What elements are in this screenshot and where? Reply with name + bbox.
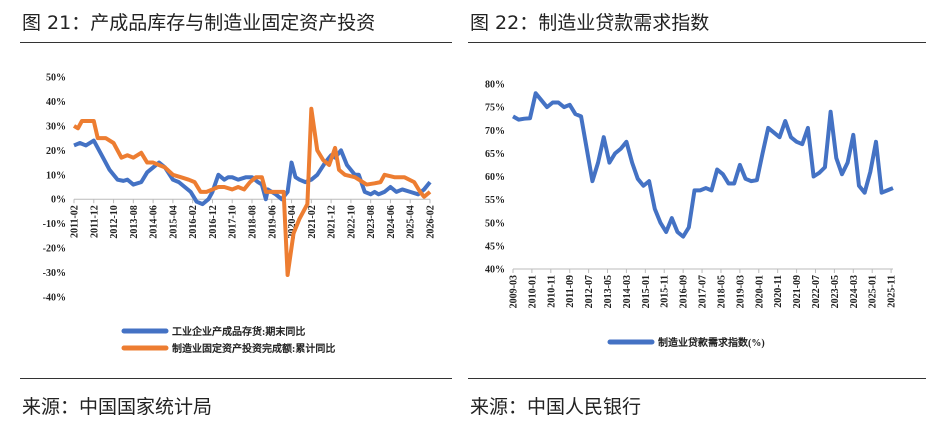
x-tick-label: 2021-09 (792, 275, 803, 308)
divider (20, 378, 452, 379)
x-tick-label: 2010-11 (546, 275, 557, 308)
x-tick-label: 2014-03 (622, 275, 633, 308)
x-tick-label: 2011-12 (89, 205, 100, 238)
x-tick-label: 2020-04 (287, 205, 298, 238)
x-tick-label: 2017-10 (228, 205, 239, 238)
x-tick-label: 2015-04 (168, 205, 179, 238)
x-tick-label: 2011-09 (565, 275, 576, 308)
x-tick-label: 2014-06 (149, 205, 160, 238)
y-tick-label: -20% (43, 244, 66, 255)
y-tick-label: 65% (485, 149, 505, 160)
x-tick-label: 2021-12 (327, 205, 338, 238)
x-tick-label: 2025-04 (406, 205, 417, 238)
series-line-0 (512, 91, 894, 239)
series-line-0 (73, 138, 432, 207)
x-tick-label: 2021-02 (307, 205, 318, 238)
y-tick-label: 40% (46, 97, 66, 108)
x-tick-label: 2023-08 (366, 205, 377, 238)
x-tick-label: 2019-03 (735, 275, 746, 308)
y-tick-label: 20% (46, 146, 66, 157)
x-tick-label: 2015-01 (641, 275, 652, 308)
x-tick-label: 2019-06 (267, 205, 278, 238)
x-tick-label: 2012-10 (109, 205, 120, 238)
x-tick-label: 2025-11 (887, 275, 898, 308)
x-tick-label: 2023-05 (830, 275, 841, 308)
y-tick-label: 50% (485, 218, 505, 229)
x-tick-label: 2022-07 (811, 275, 822, 308)
x-tick-label: 2009-03 (509, 275, 520, 308)
x-tick-label: 2010-01 (527, 275, 538, 308)
divider (468, 378, 926, 379)
y-tick-label: 60% (485, 172, 505, 183)
x-tick-label: 2026-02 (426, 205, 437, 238)
y-tick-label: 80% (485, 80, 505, 91)
x-tick-label: 2016-09 (679, 275, 690, 308)
y-tick-label: 50% (46, 73, 66, 84)
x-tick-label: 2013-05 (603, 275, 614, 308)
y-tick-label: 55% (485, 195, 505, 206)
legend-label: 制造业贷款需求指数(%) (658, 336, 765, 349)
y-tick-label: -10% (43, 219, 66, 230)
right-figure-title: 图 22：制造业贷款需求指数 (470, 12, 710, 34)
y-tick-label: -30% (43, 268, 66, 279)
x-tick-label: 2018-08 (248, 205, 259, 238)
legend-label: 制造业固定资产投资完成额:累计同比 (172, 342, 335, 355)
x-tick-label: 2024-06 (386, 205, 397, 238)
y-tick-label: 45% (485, 241, 505, 252)
left-source: 来源：中国国家统计局 (22, 396, 213, 418)
y-tick-label: -40% (43, 293, 66, 304)
x-tick-label: 2017-07 (698, 275, 709, 308)
y-tick-label: 0% (51, 195, 66, 206)
left-figure-title: 图 21：产成品库存与制造业固定资产投资 (22, 12, 376, 34)
x-tick-label: 2013-08 (129, 205, 140, 238)
y-tick-label: 40% (485, 265, 505, 276)
y-tick-label: 10% (46, 170, 66, 181)
x-tick-label: 2024-03 (849, 275, 860, 308)
right-source: 来源：中国人民银行 (470, 396, 642, 418)
x-tick-label: 2022-10 (346, 205, 357, 238)
y-tick-label: 70% (485, 126, 505, 137)
x-tick-label: 2015-11 (660, 275, 671, 308)
divider (20, 42, 452, 43)
x-tick-label: 2012-07 (584, 275, 595, 308)
x-tick-label: 2011-02 (70, 205, 81, 238)
x-tick-label: 2016-02 (188, 205, 199, 238)
x-tick-label: 2016-12 (208, 205, 219, 238)
y-tick-label: 30% (46, 121, 66, 132)
series-line-1 (72, 106, 432, 277)
x-tick-label: 2020-11 (773, 275, 784, 308)
x-tick-label: 2020-01 (754, 275, 765, 308)
divider (468, 42, 926, 43)
legend-label: 工业企业产成品存货:期末同比 (172, 325, 305, 338)
x-tick-label: 2018-05 (716, 275, 727, 308)
y-tick-label: 75% (485, 103, 505, 114)
x-tick-label: 2025-01 (868, 275, 879, 308)
